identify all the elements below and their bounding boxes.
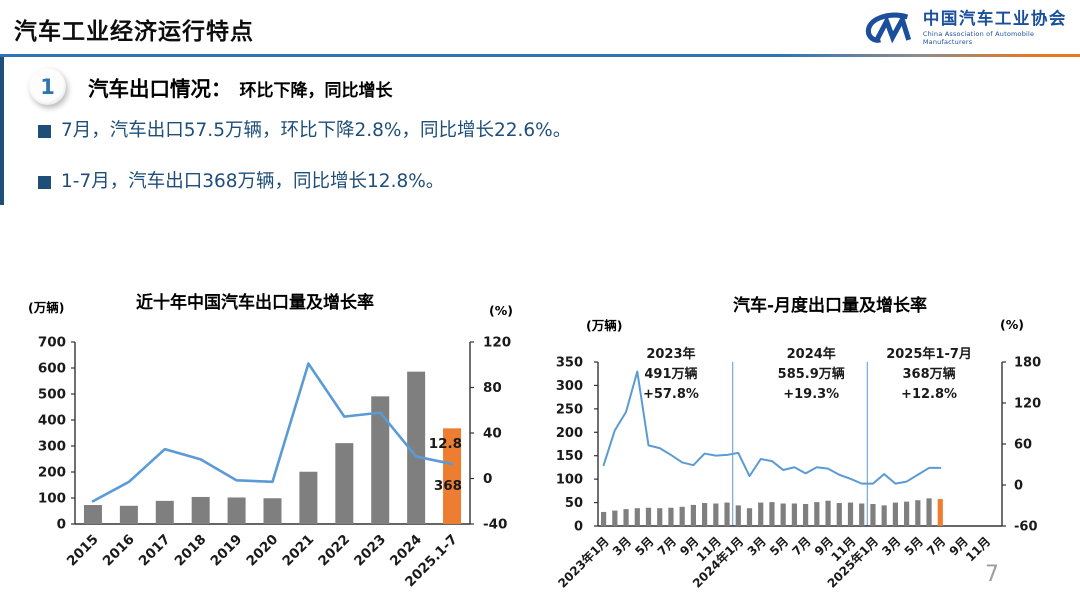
svg-text:2020: 2020: [243, 532, 281, 570]
svg-text:150: 150: [556, 449, 583, 464]
svg-text:300: 300: [556, 379, 583, 394]
title-divider: [0, 54, 1080, 57]
chart-title: 近十年中国汽车出口量及增长率: [136, 293, 374, 313]
svg-text:2018: 2018: [172, 532, 210, 570]
svg-text:585.9万辆: 585.9万辆: [778, 366, 845, 382]
svg-text:2023年: 2023年: [646, 346, 695, 362]
bullet-square-icon: [38, 125, 51, 138]
bullet-item: 7月，汽车出口57.5万辆，环比下降2.8%，同比增长22.6%。: [38, 119, 571, 143]
bullet-item: 1-7月，汽车出口368万辆，同比增长12.8%。: [38, 170, 444, 194]
svg-text:-40: -40: [483, 517, 507, 533]
chart-monthly-canvas: 0 50 100 150 200 250 300 350 -60 0 60 120 180 2023年1月…: [555, 346, 1042, 591]
chart-decade-exports: 近十年中国汽车出口量及增长率 (万辆) (%) 0 100 200 300 400 500…: [10, 283, 525, 608]
svg-text:400: 400: [38, 413, 66, 429]
svg-text:40: 40: [483, 426, 502, 442]
chart-monthly-exports: 汽车-月度出口量及增长率 (万辆) (%) 0 50 100 150 200 250 300…: [550, 283, 1080, 608]
org-name-cn: 中国汽车工业协会: [922, 9, 1067, 28]
chart-decade-canvas: 0100200300400500600700-40040801202015201…: [38, 335, 511, 591]
svg-text:2015: 2015: [64, 532, 102, 570]
svg-text:80: 80: [483, 380, 502, 396]
svg-text:7月: 7月: [924, 534, 948, 558]
caam-logo-icon: [865, 12, 912, 44]
bullet-text: 1-7月，汽车出口368万辆，同比增长12.8%。: [61, 171, 445, 192]
svg-text:5月: 5月: [767, 534, 791, 558]
org-logo: 中国汽车工业协会 China Association of Automobile…: [860, 9, 1080, 47]
svg-text:0: 0: [483, 471, 492, 487]
svg-text:2023: 2023: [351, 532, 389, 570]
svg-text:0: 0: [574, 520, 583, 535]
section-header: 1 汽车出口情况： 环比下降，同比增长: [29, 68, 393, 105]
svg-text:120: 120: [483, 335, 511, 351]
left-axis-unit-label: (万辆): [28, 300, 65, 315]
svg-text:100: 100: [38, 491, 66, 507]
svg-text:2025年1-7月: 2025年1-7月: [886, 346, 972, 362]
page-title: 汽车工业经济运行特点: [14, 19, 254, 45]
svg-text:2019: 2019: [208, 532, 246, 570]
org-name-en: China Association of Automobile Manufact…: [922, 30, 1035, 47]
svg-text:2016: 2016: [100, 532, 138, 570]
right-axis-unit-label: (%): [489, 303, 513, 318]
bullet-square-icon: [38, 176, 51, 189]
section-number-badge: 1: [29, 68, 66, 105]
svg-text:7月: 7月: [655, 534, 679, 558]
right-axis-unit-label: (%): [1000, 317, 1024, 332]
svg-text:700: 700: [38, 335, 66, 351]
svg-text:+57.8%: +57.8%: [643, 387, 699, 402]
svg-text:50: 50: [565, 496, 583, 511]
svg-text:60: 60: [1014, 438, 1032, 453]
svg-text:0: 0: [1014, 479, 1023, 494]
section-heading: 汽车出口情况：: [88, 76, 232, 101]
svg-text:2023年1月: 2023年1月: [555, 534, 612, 591]
svg-text:5月: 5月: [902, 534, 926, 558]
svg-text:200: 200: [38, 465, 66, 481]
svg-text:-60: -60: [1014, 520, 1038, 535]
svg-text:2024年: 2024年: [787, 346, 836, 362]
svg-text:12.8: 12.8: [429, 436, 462, 452]
svg-text:491万辆: 491万辆: [644, 366, 697, 382]
svg-text:250: 250: [556, 402, 583, 417]
section-heading-sub: 环比下降，同比增长: [239, 80, 393, 101]
svg-text:2017: 2017: [136, 532, 174, 570]
svg-text:200: 200: [556, 426, 583, 441]
chart-title: 汽车-月度出口量及增长率: [732, 296, 928, 316]
page-number: 7: [985, 562, 999, 587]
svg-text:300: 300: [38, 439, 66, 455]
svg-text:+12.8%: +12.8%: [901, 387, 957, 402]
svg-text:3月: 3月: [745, 534, 769, 558]
svg-text:5月: 5月: [632, 534, 656, 558]
svg-text:600: 600: [38, 361, 66, 377]
svg-text:368: 368: [434, 478, 462, 494]
svg-text:368万辆: 368万辆: [902, 366, 955, 382]
svg-text:0: 0: [57, 517, 66, 533]
svg-text:11月: 11月: [963, 534, 993, 564]
svg-text:2022: 2022: [315, 532, 353, 570]
left-accent-strip: [0, 57, 4, 205]
bullet-text: 7月，汽车出口57.5万辆，环比下降2.8%，同比增长22.6%。: [61, 120, 572, 141]
svg-text:3月: 3月: [879, 534, 903, 558]
svg-text:500: 500: [38, 387, 66, 403]
svg-text:100: 100: [556, 473, 583, 488]
svg-text:7月: 7月: [789, 534, 813, 558]
svg-text:350: 350: [556, 356, 583, 371]
svg-text:3月: 3月: [610, 534, 634, 558]
svg-text:120: 120: [1014, 397, 1041, 412]
svg-text:180: 180: [1014, 356, 1041, 371]
svg-text:+19.3%: +19.3%: [783, 387, 839, 402]
left-axis-unit-label: (万辆): [586, 318, 623, 333]
svg-text:2021: 2021: [279, 532, 317, 570]
